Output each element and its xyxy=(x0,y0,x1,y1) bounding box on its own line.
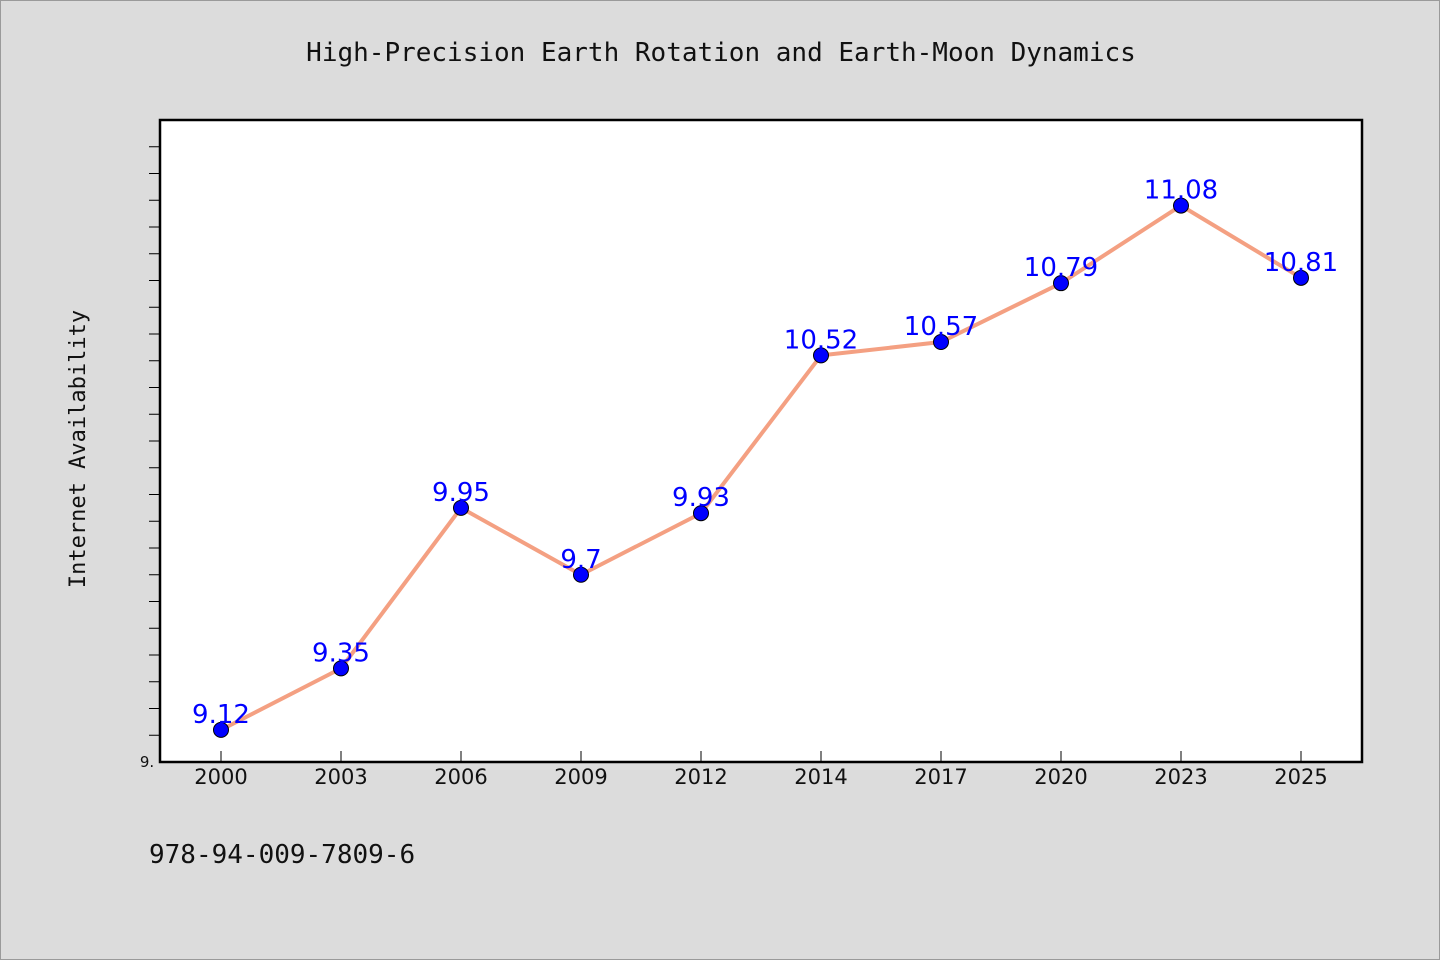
data-point xyxy=(693,505,709,522)
data-label: 10.57 xyxy=(904,312,978,342)
data-label: 10.81 xyxy=(1264,248,1338,278)
data-point xyxy=(333,660,349,677)
y-tick-label: 9. xyxy=(140,753,154,771)
data-labels: 9.12 9.35 9.95 9.7 9.93 10.52 10.57 10.79 11.08 1… xyxy=(192,176,1338,730)
data-label: 9.35 xyxy=(312,638,370,668)
data-label: 9.7 xyxy=(560,545,601,575)
x-axis-ticks: 2000 2003 2006 2009 2012 2014 2017 2020 2023 2025 xyxy=(194,751,1328,789)
x-tick-label: 2012 xyxy=(674,765,727,789)
data-point xyxy=(573,566,589,583)
data-label: 9.95 xyxy=(432,478,490,508)
data-label: 10.79 xyxy=(1024,253,1098,283)
series-line-segment xyxy=(1179,203,1303,280)
data-label: 10.52 xyxy=(784,325,858,355)
series-line-segment xyxy=(819,340,943,358)
data-point xyxy=(813,347,829,364)
data-label: 9.93 xyxy=(672,483,730,513)
x-tick-label: 2025 xyxy=(1274,765,1327,789)
data-point xyxy=(1053,275,1069,292)
x-tick-label: 2023 xyxy=(1154,765,1207,789)
data-point xyxy=(1173,197,1189,214)
data-label: 11.08 xyxy=(1144,176,1218,206)
series-line-segment xyxy=(339,505,463,671)
x-tick-label: 2003 xyxy=(314,765,367,789)
x-tick-label: 2006 xyxy=(434,765,487,789)
data-point xyxy=(213,721,229,738)
x-tick-label: 2017 xyxy=(914,765,967,789)
series-line-segment xyxy=(699,353,823,516)
data-markers xyxy=(213,197,1309,738)
data-point xyxy=(1293,269,1309,286)
series-line-segment xyxy=(219,666,343,732)
series-line-group xyxy=(219,203,1303,732)
plot-area xyxy=(158,118,1364,764)
data-point xyxy=(453,499,469,516)
x-tick-label: 2009 xyxy=(554,765,607,789)
series-line-segment xyxy=(579,511,703,577)
footer-identifier: 978-94-009-7809-6 xyxy=(149,840,415,870)
data-label: 9.12 xyxy=(192,700,250,730)
series-line-segment xyxy=(939,281,1063,345)
y-axis-ticks xyxy=(149,146,160,736)
x-tick-label: 2000 xyxy=(194,765,247,789)
series-line-segment xyxy=(459,505,583,577)
data-point xyxy=(933,334,949,351)
chart-title: High-Precision Earth Rotation and Earth-… xyxy=(306,38,1136,68)
series-line-segment xyxy=(1059,203,1183,286)
x-tick-label: 2020 xyxy=(1034,765,1087,789)
x-tick-label: 2014 xyxy=(794,765,847,789)
y-axis-label: Internet Availability xyxy=(66,310,91,588)
